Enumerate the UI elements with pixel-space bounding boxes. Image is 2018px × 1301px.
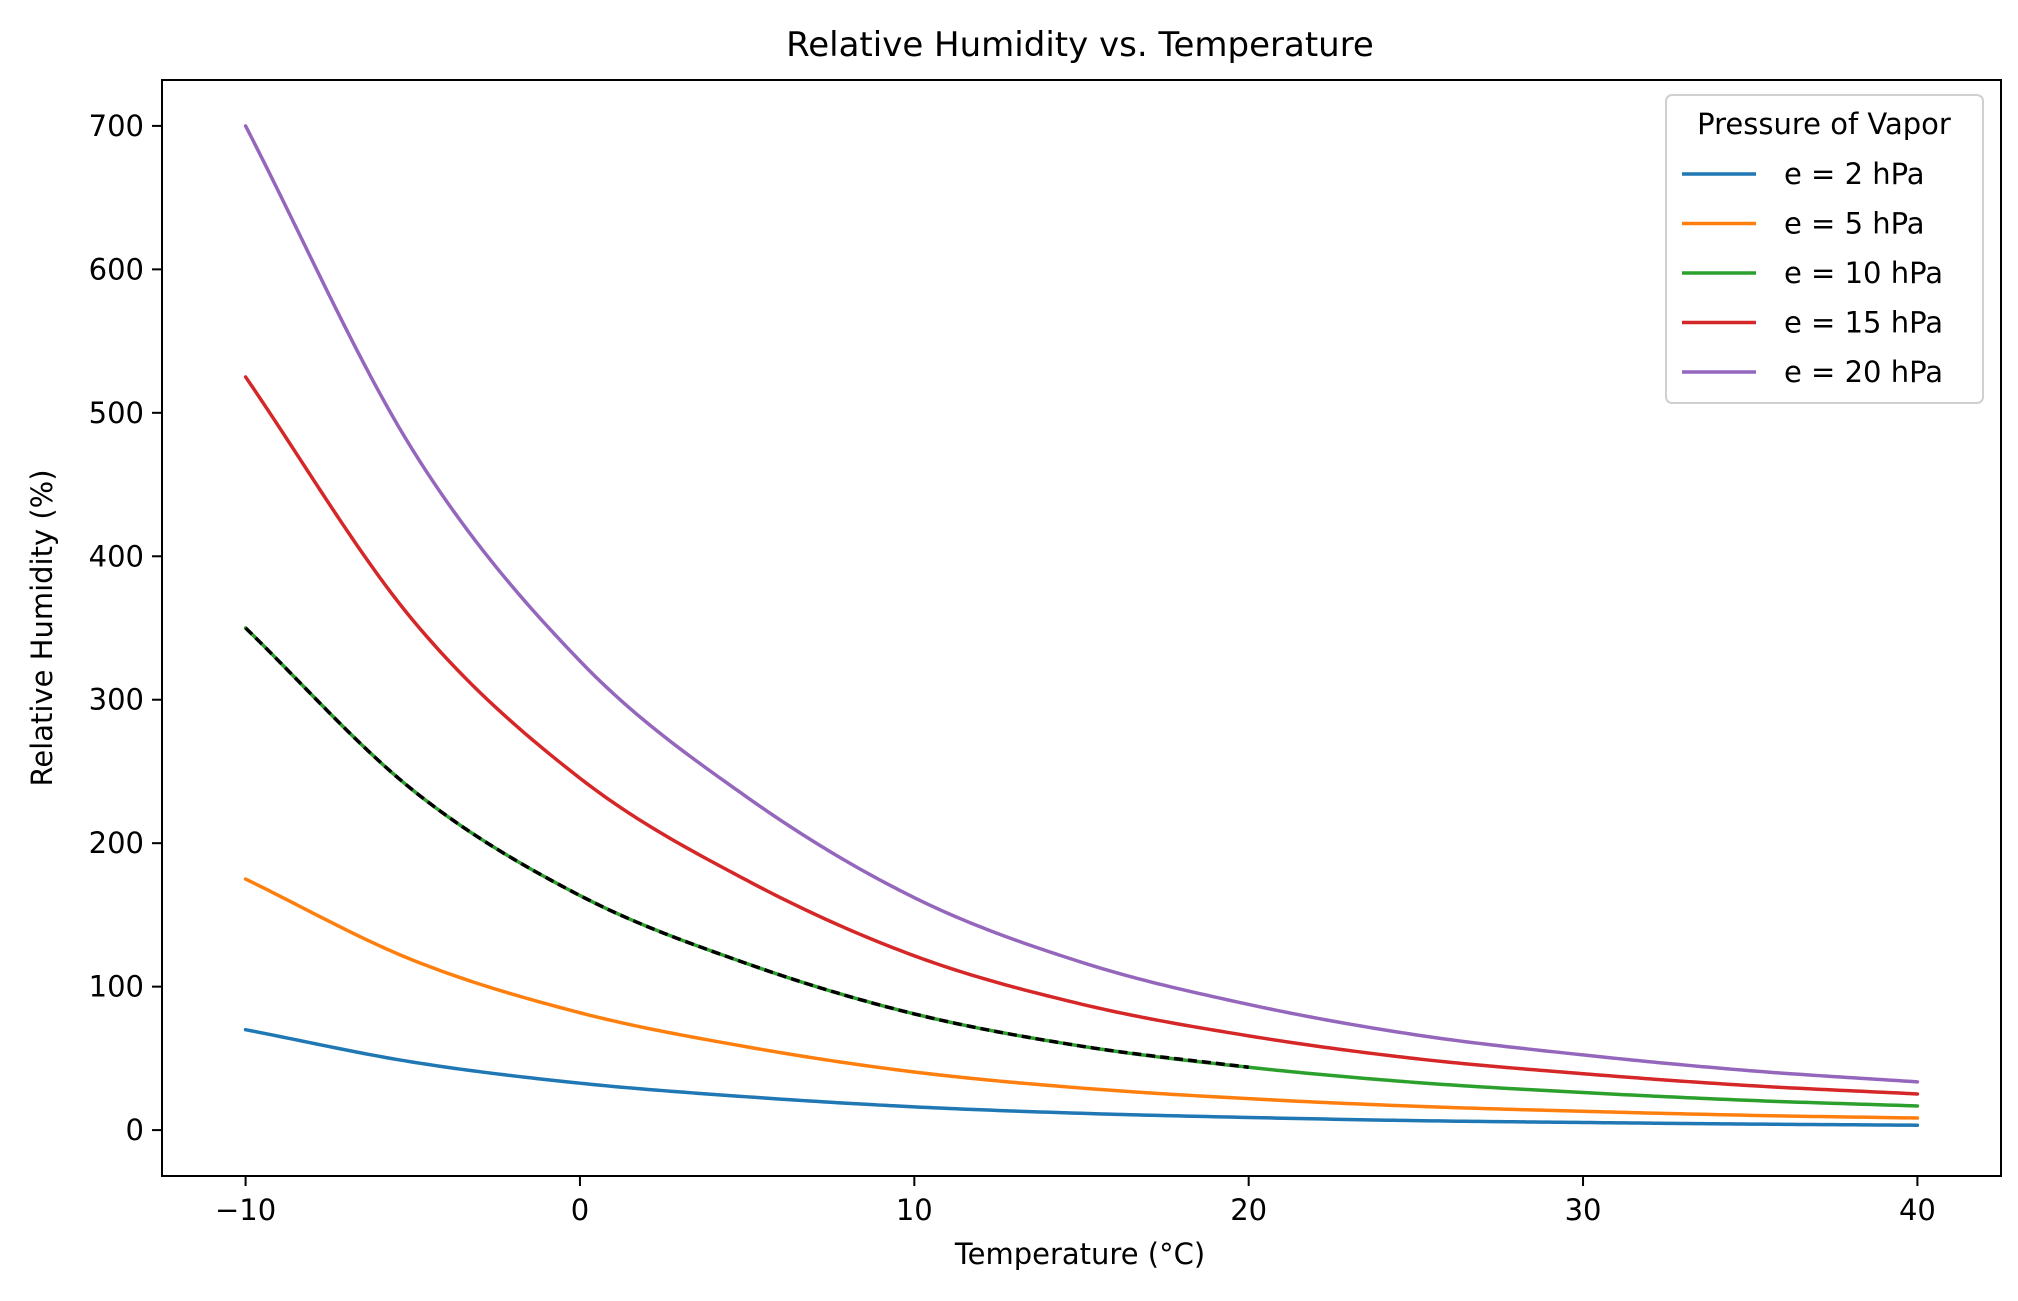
series-line-4	[243, 124, 1920, 1084]
y-tick-label: 600	[89, 252, 144, 286]
y-tick-label: 700	[89, 109, 144, 143]
y-tick-label: 200	[89, 826, 144, 860]
series-line-1	[243, 877, 1920, 1120]
y-axis-label: Relative Humidity (%)	[25, 469, 59, 786]
x-tick-label: 0	[571, 1193, 589, 1227]
x-axis: −10 0 10 20 30 40	[215, 1176, 1936, 1227]
series-line-3	[243, 375, 1920, 1096]
legend-label: e = 20 hPa	[1784, 355, 1943, 389]
y-axis: 0 100 200 300 400 500 600 700	[89, 109, 162, 1147]
legend-label: e = 5 hPa	[1784, 207, 1925, 241]
y-tick-label: 0	[126, 1113, 144, 1147]
legend-frame	[1665, 94, 1984, 404]
legend-label: e = 10 hPa	[1784, 256, 1943, 290]
series-line-0	[243, 1027, 1920, 1127]
series-line-2	[243, 626, 1920, 1108]
x-tick-label: 40	[1899, 1193, 1936, 1227]
series-layer	[243, 124, 1920, 1127]
dashed-overlay-line	[244, 626, 1249, 1069]
y-tick-label: 100	[89, 970, 144, 1004]
y-tick-label: 300	[89, 683, 144, 717]
legend-title: Pressure of Vapor	[1697, 107, 1951, 141]
x-axis-label: Temperature (°C)	[954, 1237, 1205, 1271]
x-tick-label: 10	[896, 1193, 933, 1227]
legend-items: e = 2 hPa e = 5 hPa e = 10 hPa e = 15 hPa e …	[1682, 157, 1943, 389]
x-tick-label: −10	[215, 1193, 276, 1227]
legend-label: e = 15 hPa	[1784, 306, 1943, 340]
x-tick-label: 20	[1230, 1193, 1267, 1227]
plot-frame	[161, 79, 2002, 1177]
y-tick-label: 500	[89, 396, 144, 430]
legend-label: e = 2 hPa	[1784, 157, 1925, 191]
y-tick-label: 400	[89, 539, 144, 573]
chart-title: Relative Humidity vs. Temperature	[786, 25, 1374, 65]
x-tick-label: 30	[1565, 1193, 1602, 1227]
